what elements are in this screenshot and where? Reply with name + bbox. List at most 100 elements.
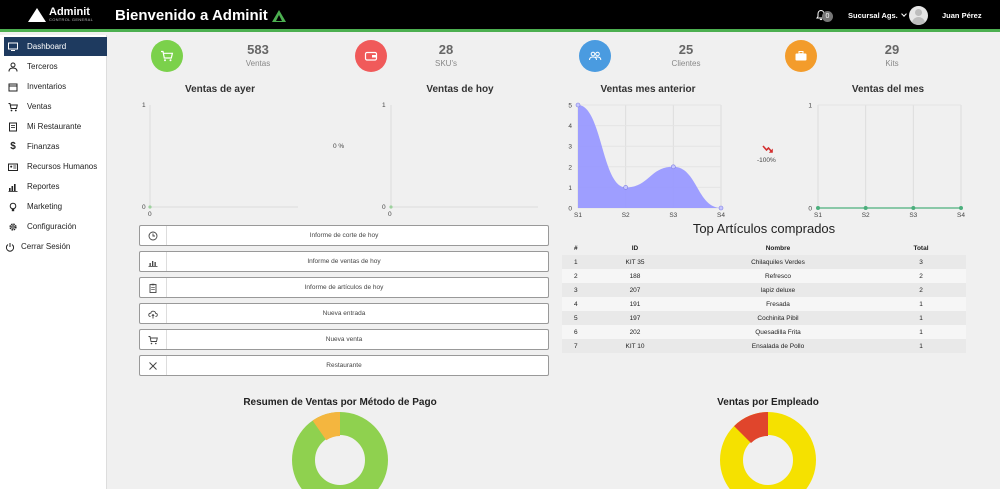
- wallet-icon: [364, 51, 378, 61]
- data-point: [718, 205, 724, 211]
- cart-icon: [140, 330, 167, 349]
- chart-hoy-y-top: 1: [382, 102, 386, 109]
- table-header-row: # ID Nombre Total: [562, 241, 966, 255]
- donut-segment: [734, 412, 768, 443]
- table-cell: 2: [876, 283, 966, 297]
- table-cell: 1: [876, 325, 966, 339]
- y-tick-label: 2: [568, 164, 572, 171]
- gear-icon: [7, 222, 19, 232]
- ventas-empleado-title: Ventas por Empleado: [717, 397, 819, 408]
- nueva-venta-button[interactable]: Nueva venta: [139, 329, 549, 350]
- avatar[interactable]: [909, 6, 928, 25]
- user-name[interactable]: Juan Pérez: [942, 11, 982, 20]
- table-cell: Chilaquiles Verdes: [680, 255, 876, 269]
- x-tick-label: S1: [814, 212, 822, 219]
- table-cell: 1: [876, 311, 966, 325]
- chart-mes: 1 0S1 S2 S3 S4: [808, 103, 965, 220]
- y-tick-label: 1: [568, 185, 572, 192]
- top-articulos-table: # ID Nombre Total 1 KIT 35 Chilaquiles Ver…: [562, 241, 966, 353]
- bar-chart-icon: [140, 252, 167, 271]
- trend-label: -100%: [757, 157, 776, 164]
- report-articulos-label: Informe de artículos de hoy: [304, 284, 384, 291]
- logo-mark-icon: [28, 7, 46, 22]
- table-header: ID: [631, 244, 639, 252]
- table-row: 7 KIT 10 Ensalada de Pollo 1: [562, 339, 966, 353]
- sidebar-item-reportes[interactable]: Reportes: [4, 177, 107, 196]
- table-header: #: [574, 244, 578, 252]
- y-tick-label: 0: [808, 206, 812, 213]
- stat-clientes-value: 25: [678, 42, 694, 57]
- sidebar-item-recursos-humanos[interactable]: Recursos Humanos: [4, 157, 107, 176]
- data-point: [863, 206, 868, 210]
- table-cell: 1: [562, 255, 590, 269]
- sidebar-item-cerrar-sesion[interactable]: Cerrar Sesión: [4, 237, 107, 256]
- table-cell: 5: [562, 311, 590, 325]
- sidebar-item-configuracion[interactable]: Configuración: [4, 217, 107, 236]
- table-cell: Ensalada de Pollo: [680, 339, 876, 353]
- table-cell: 2: [876, 269, 966, 283]
- bell-icon[interactable]: [815, 9, 827, 21]
- report-ventas-button[interactable]: Informe de ventas de hoy: [139, 251, 549, 272]
- chart-mes-title: Ventas del mes: [851, 84, 925, 95]
- chart-mes-anterior: 5 4 3 2 1 0S1 S2 S3 S4: [568, 102, 725, 220]
- sidebar-item-label: Recursos Humanos: [27, 162, 98, 171]
- sidebar-item-finanzas[interactable]: $ Finanzas: [4, 137, 107, 156]
- sidebar-item-marketing[interactable]: Marketing: [4, 197, 107, 216]
- table-row: 3 207 lapiz deluxe 2: [562, 283, 966, 297]
- chart-hoy-title: Ventas de hoy: [426, 84, 494, 95]
- logo[interactable]: Adminit CONTROL GENERAL: [28, 7, 93, 22]
- report-corte-button[interactable]: Informe de corte de hoy: [139, 225, 549, 246]
- chart-ayer-title: Ventas de ayer: [184, 84, 256, 95]
- restaurante-button[interactable]: Restaurante: [139, 355, 549, 376]
- table-cell: 197: [590, 311, 680, 325]
- data-point: [575, 102, 581, 108]
- table-row: 6 202 Quesadilla Frita 1: [562, 325, 966, 339]
- sidebar-item-terceros[interactable]: Terceros: [4, 57, 107, 76]
- data-point: [911, 206, 916, 210]
- stat-ventas-value: 583: [247, 42, 269, 57]
- table-cell: KIT 10: [590, 339, 680, 353]
- sidebar-item-label: Inventarios: [27, 82, 67, 91]
- stat-ventas-icon-circle: [151, 40, 183, 72]
- table-cell: 6: [562, 325, 590, 339]
- chart-hoy-y-bottom: 0: [382, 204, 386, 211]
- top-articulos-title: Top Artículos comprados: [692, 221, 836, 236]
- sidebar: Dashboard Terceros Inventarios Ventas Mi…: [0, 35, 107, 489]
- nueva-entrada-button[interactable]: Nueva entrada: [139, 303, 549, 324]
- sidebar-item-label: Finanzas: [27, 142, 60, 151]
- clock-icon: [140, 226, 167, 245]
- sidebar-item-label: Terceros: [27, 62, 58, 71]
- notification-badge: 0: [822, 11, 833, 22]
- sidebar-item-dashboard[interactable]: Dashboard: [4, 37, 107, 56]
- cart-icon: [161, 50, 174, 62]
- area-series: [578, 105, 721, 208]
- y-tick-label: 5: [568, 103, 572, 110]
- branch-dropdown[interactable]: Sucursal Ags.: [848, 11, 907, 20]
- table-cell: Cochinita Pibil: [680, 311, 876, 325]
- sidebar-item-ventas[interactable]: Ventas: [4, 97, 107, 116]
- stat-skus-icon-circle: [355, 40, 387, 72]
- table-cell: 3: [562, 283, 590, 297]
- chart-hoy-x-label: 0: [388, 211, 392, 218]
- metodo-pago-title: Resumen de Ventas por Método de Pago: [243, 397, 437, 408]
- clipboard-icon: [140, 278, 167, 297]
- chart-ayer-y-top: 1: [142, 102, 146, 109]
- data-point: [816, 206, 820, 210]
- table-cell: 2: [562, 269, 590, 283]
- chart-hoy-point: [389, 205, 393, 209]
- chevron-down-icon: [900, 11, 907, 17]
- dollar-icon: $: [10, 141, 16, 152]
- data-point: [959, 206, 963, 210]
- x-tick-label: S2: [622, 212, 630, 219]
- sidebar-item-mi-restaurante[interactable]: Mi Restaurante: [4, 117, 107, 136]
- welcome-text: Bienvenido a Adminit: [115, 7, 268, 24]
- chart-mes-anterior-title: Ventas mes anterior: [600, 84, 696, 95]
- stat-kits-icon-circle: [785, 40, 817, 72]
- table-cell: 4: [562, 297, 590, 311]
- report-articulos-button[interactable]: Informe de artículos de hoy: [139, 277, 549, 298]
- utensils-icon: [140, 356, 167, 375]
- sidebar-item-inventarios[interactable]: Inventarios: [4, 77, 107, 96]
- report-ventas-label: Informe de ventas de hoy: [307, 258, 381, 265]
- chart-ayer-y-bottom: 0: [142, 204, 146, 211]
- stat-kits-label: Kits: [885, 59, 899, 68]
